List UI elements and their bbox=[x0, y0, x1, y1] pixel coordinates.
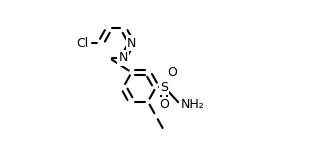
Text: Cl: Cl bbox=[76, 37, 89, 50]
Text: S: S bbox=[160, 81, 168, 93]
Text: N: N bbox=[119, 51, 128, 64]
Text: O: O bbox=[159, 98, 169, 111]
Text: N: N bbox=[127, 37, 136, 50]
Text: O: O bbox=[167, 66, 177, 79]
Text: NH₂: NH₂ bbox=[181, 98, 204, 111]
